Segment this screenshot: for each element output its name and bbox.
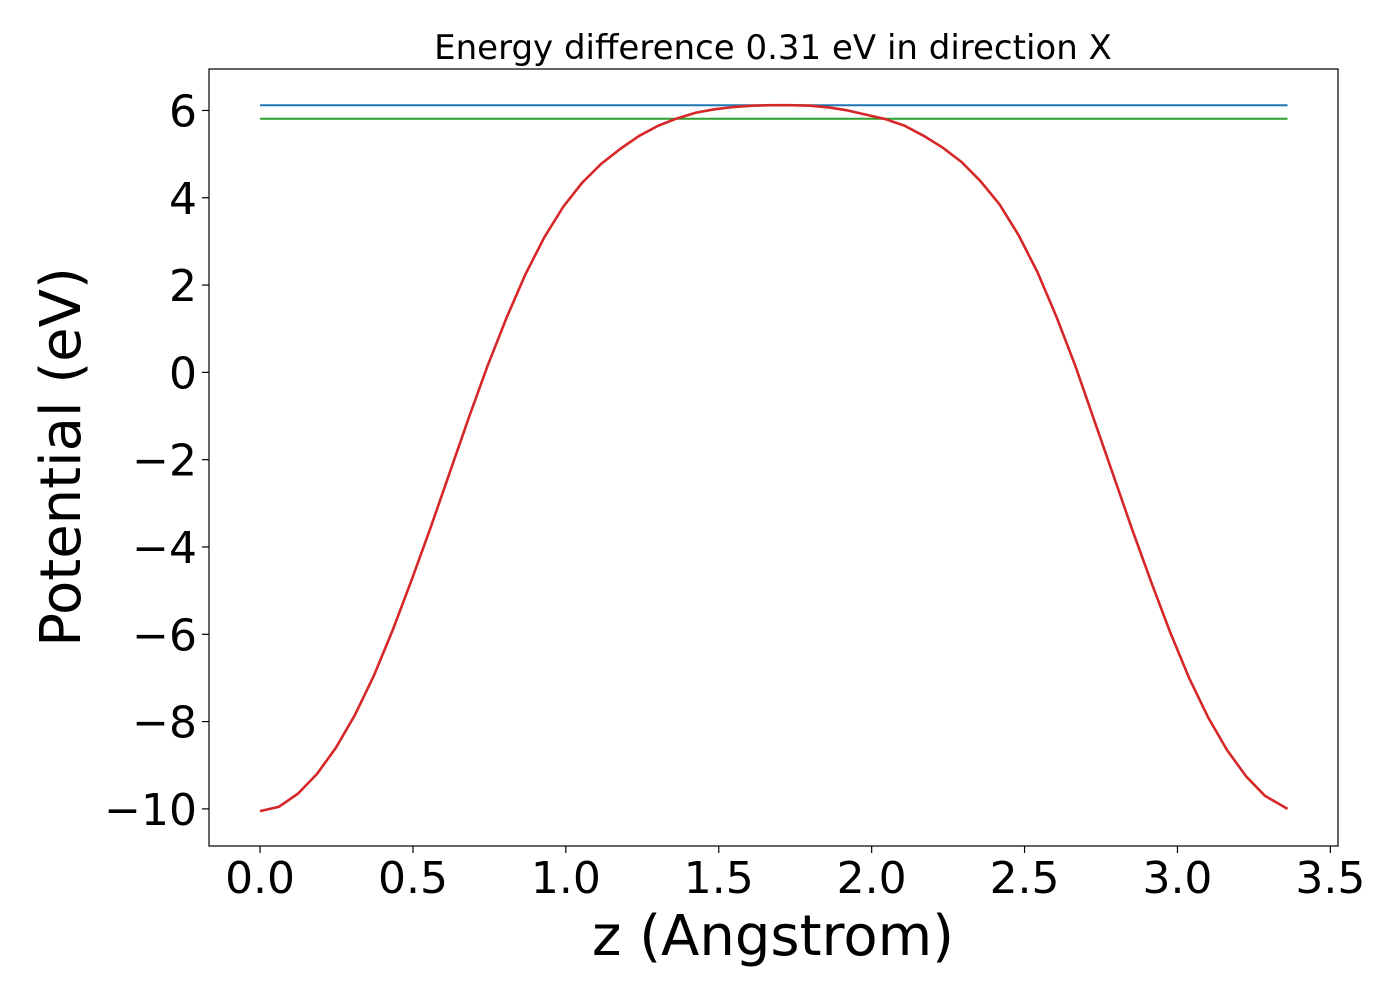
y-tick-label: −2 [132, 436, 197, 487]
y-tick-label: 2 [169, 261, 197, 312]
x-tick-label: 1.5 [684, 853, 754, 904]
x-axis: 0.0 0.5 1.0 1.5 2.0 2.5 3.0 3.5 [225, 846, 1365, 904]
y-tick-label: −8 [132, 698, 197, 749]
y-tick-label: 0 [169, 348, 197, 399]
chart-title: Energy difference 0.31 eV in direction X [434, 28, 1112, 68]
x-tick-label: 3.0 [1142, 853, 1212, 904]
y-axis-label: Potential (eV) [29, 267, 94, 647]
x-tick-label: 2.5 [990, 853, 1060, 904]
series-line-3 [259, 103, 1289, 813]
y-tick-label: −4 [132, 523, 197, 574]
x-tick-label: 0.0 [225, 853, 295, 904]
plot-area [259, 103, 1289, 813]
x-tick-label: 1.0 [531, 853, 601, 904]
y-tick-label: −6 [132, 610, 197, 661]
axes-frame [208, 68, 1339, 847]
y-tick-label: −10 [104, 785, 197, 836]
x-tick-label: 3.5 [1295, 853, 1365, 904]
y-tick-label: 4 [169, 174, 197, 225]
y-axis: −10 −8 −6 −4 −2 0 2 4 6 [104, 86, 209, 836]
x-axis-label: z (Angstrom) [592, 904, 954, 969]
x-tick-label: 2.0 [837, 853, 907, 904]
x-tick-label: 0.5 [378, 853, 448, 904]
y-tick-label: 6 [169, 86, 197, 137]
